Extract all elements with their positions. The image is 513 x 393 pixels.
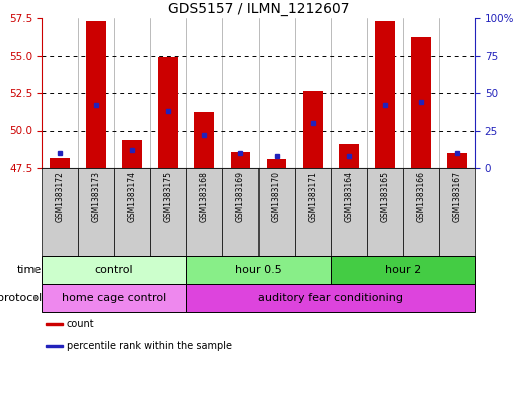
Text: percentile rank within the sample: percentile rank within the sample	[67, 341, 232, 351]
Bar	[86, 21, 106, 168]
Text: control: control	[95, 265, 133, 275]
Bar	[150, 168, 186, 256]
Bar	[403, 168, 439, 256]
Bar	[46, 345, 63, 347]
Text: GSM1383171: GSM1383171	[308, 171, 317, 222]
Text: GSM1383167: GSM1383167	[452, 171, 462, 222]
Title: GDS5157 / ILMN_1212607: GDS5157 / ILMN_1212607	[168, 2, 349, 16]
Bar	[259, 168, 294, 256]
Text: GSM1383174: GSM1383174	[128, 171, 136, 222]
Bar	[447, 153, 467, 168]
Bar	[186, 284, 475, 312]
Bar	[114, 168, 150, 256]
Bar	[331, 168, 367, 256]
Text: protocol: protocol	[0, 293, 42, 303]
Text: GSM1383170: GSM1383170	[272, 171, 281, 222]
Bar	[42, 256, 186, 284]
Bar	[194, 112, 214, 168]
Text: GSM1383164: GSM1383164	[344, 171, 353, 222]
Bar	[411, 37, 431, 168]
Bar	[122, 140, 142, 168]
Bar	[159, 57, 178, 168]
Text: time: time	[17, 265, 42, 275]
Bar	[303, 92, 323, 168]
Bar	[46, 323, 63, 325]
Bar	[439, 168, 475, 256]
Text: auditory fear conditioning: auditory fear conditioning	[258, 293, 403, 303]
Text: GSM1383168: GSM1383168	[200, 171, 209, 222]
Bar	[186, 168, 223, 256]
Text: GSM1383175: GSM1383175	[164, 171, 173, 222]
Text: GSM1383173: GSM1383173	[92, 171, 101, 222]
Text: count: count	[67, 320, 94, 329]
Text: GSM1383165: GSM1383165	[380, 171, 389, 222]
Text: GSM1383172: GSM1383172	[55, 171, 65, 222]
Bar	[78, 168, 114, 256]
Bar	[42, 168, 78, 256]
Bar	[331, 256, 475, 284]
Bar	[223, 168, 259, 256]
Text: hour 0.5: hour 0.5	[235, 265, 282, 275]
Bar	[375, 21, 394, 168]
Bar	[42, 284, 186, 312]
Bar	[230, 152, 250, 168]
Text: GSM1383166: GSM1383166	[417, 171, 425, 222]
Bar	[267, 159, 286, 168]
Text: home cage control: home cage control	[62, 293, 166, 303]
Bar	[186, 256, 331, 284]
Bar	[50, 158, 70, 168]
Bar	[367, 168, 403, 256]
Text: hour 2: hour 2	[385, 265, 421, 275]
Bar	[294, 168, 331, 256]
Bar	[339, 144, 359, 168]
Text: GSM1383169: GSM1383169	[236, 171, 245, 222]
